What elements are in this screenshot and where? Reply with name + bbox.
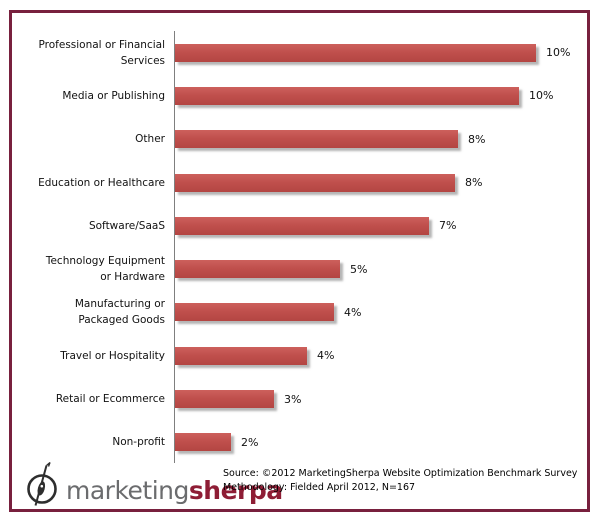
value-label: 2% <box>241 435 259 449</box>
value-label: 5% <box>350 262 368 276</box>
chart-footer: marketingsherpa Source: ©2012 MarketingS… <box>0 458 600 512</box>
category-label: Professional or Financial Services <box>38 38 166 67</box>
source-line-1: Source: ©2012 MarketingSherpa Website Op… <box>223 468 578 479</box>
bar <box>175 433 231 452</box>
compass-pen-icon <box>24 460 64 508</box>
bar-rows: Professional or Financial Services 10% Med… <box>10 31 582 464</box>
source-note: Source: ©2012 MarketingSherpa Website Op… <box>223 467 577 495</box>
chart-row: Retail or Ecommerce 3% <box>10 377 582 420</box>
value-label: 4% <box>317 349 335 363</box>
value-label: 7% <box>439 219 457 233</box>
category-label: Retail or Ecommerce <box>55 393 165 406</box>
value-label: 8% <box>465 176 483 190</box>
marketingsherpa-logo: marketingsherpa <box>24 460 283 508</box>
bar <box>175 216 429 235</box>
bar <box>175 86 519 105</box>
category-label: Other <box>135 133 165 146</box>
category-label: Manufacturing or Packaged Goods <box>74 298 165 327</box>
chart-row: Education or Healthcare 8% <box>10 161 582 204</box>
category-label: Education or Healthcare <box>38 176 165 189</box>
chart-row: Professional or Financial Services 10% <box>10 31 582 74</box>
bar <box>175 390 274 409</box>
value-label: 8% <box>468 132 486 146</box>
logo-wordmark: marketingsherpa <box>64 478 283 508</box>
value-label: 4% <box>344 305 362 319</box>
category-label: Software/SaaS <box>88 219 165 232</box>
bar <box>175 260 340 279</box>
bar <box>175 303 334 322</box>
category-label: Non-profit <box>112 436 165 449</box>
bar <box>175 130 458 149</box>
logo-word-marketing: marketing <box>66 476 189 505</box>
chart-row: Technology Equipment or Hardware 5% <box>10 247 582 290</box>
chart-row: Other 8% <box>10 118 582 161</box>
value-label: 10% <box>529 89 554 103</box>
category-label: Media or Publishing <box>62 89 165 102</box>
value-label: 3% <box>284 392 302 406</box>
category-label: Technology Equipment or Hardware <box>45 255 165 284</box>
chart-row: Manufacturing or Packaged Goods 4% <box>10 291 582 334</box>
bar <box>175 43 536 62</box>
chart-row: Non-profit 2% <box>10 421 582 464</box>
logo-word-sherpa: sherpa <box>188 476 283 505</box>
bar <box>175 173 455 192</box>
bar <box>175 346 307 365</box>
chart-row: Media or Publishing 10% <box>10 74 582 117</box>
category-label: Travel or Hospitality <box>60 349 165 362</box>
chart-row: Software/SaaS 7% <box>10 204 582 247</box>
chart-row: Travel or Hospitality 4% <box>10 334 582 377</box>
value-label: 10% <box>546 46 571 60</box>
y-axis-line <box>174 31 175 463</box>
source-line-2: Methodology: Fielded April 2012, N=167 <box>223 482 416 493</box>
